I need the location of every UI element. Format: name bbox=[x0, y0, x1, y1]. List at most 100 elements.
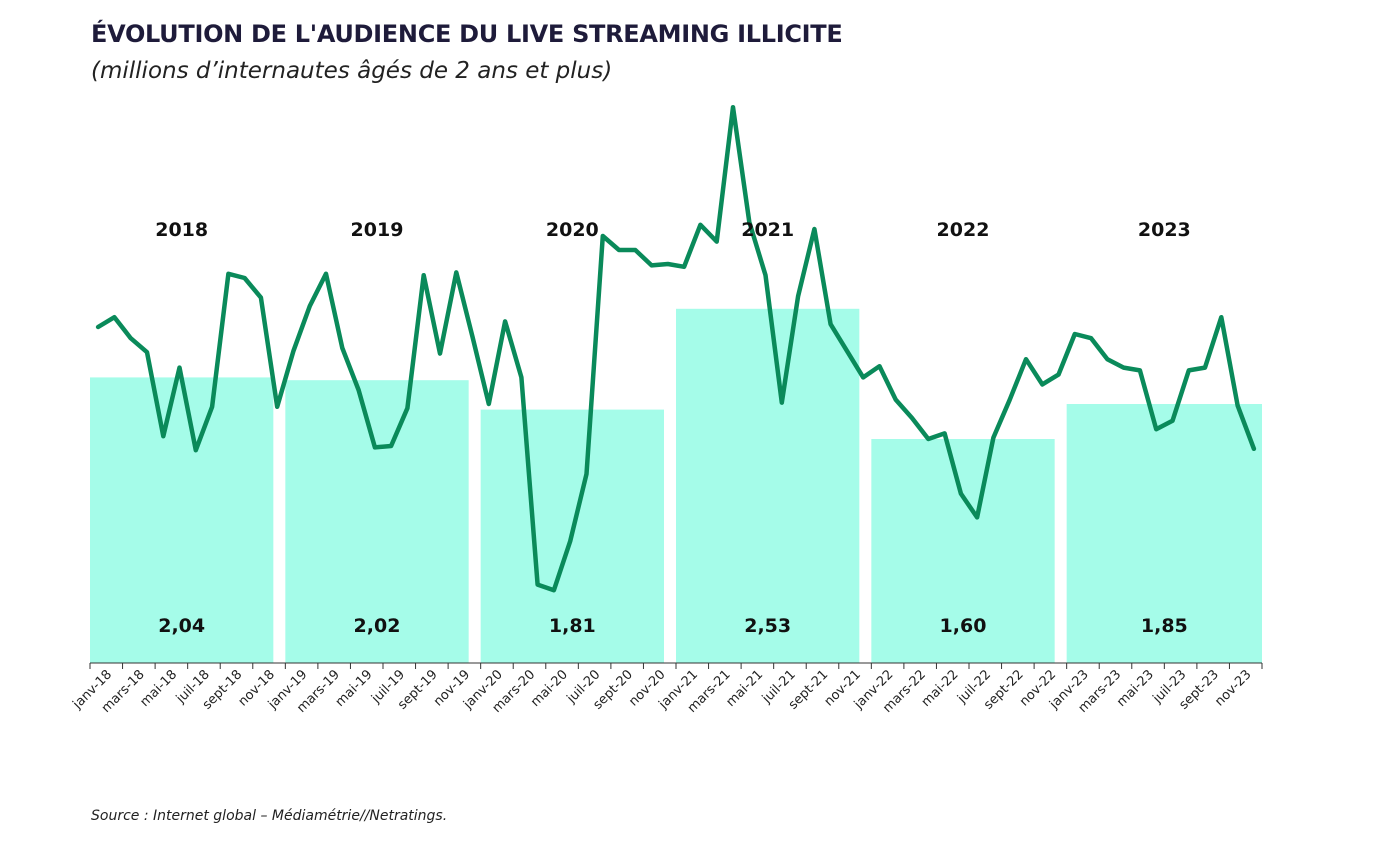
data-point-21 bbox=[438, 352, 442, 356]
bar-2021 bbox=[676, 308, 860, 663]
monthly-line-layer bbox=[95, 104, 1257, 593]
data-point-63 bbox=[1122, 366, 1126, 370]
data-point-30 bbox=[584, 472, 588, 476]
data-point-60 bbox=[1073, 332, 1077, 336]
data-point-16 bbox=[357, 388, 361, 392]
data-point-12 bbox=[291, 349, 295, 353]
data-point-4 bbox=[161, 434, 165, 438]
data-point-22 bbox=[454, 270, 458, 274]
data-point-42 bbox=[780, 401, 784, 405]
data-point-19 bbox=[405, 406, 409, 410]
data-point-48 bbox=[877, 364, 881, 368]
data-point-26 bbox=[519, 375, 523, 379]
data-point-58 bbox=[1040, 382, 1044, 386]
data-point-68 bbox=[1203, 366, 1207, 370]
data-point-65 bbox=[1154, 427, 1158, 431]
data-point-23 bbox=[471, 335, 475, 339]
bar-2023 bbox=[1066, 404, 1262, 663]
data-point-67 bbox=[1187, 368, 1191, 372]
data-point-50 bbox=[910, 416, 914, 420]
data-point-47 bbox=[861, 375, 865, 379]
data-point-20 bbox=[422, 273, 426, 277]
data-point-41 bbox=[764, 273, 768, 277]
data-point-40 bbox=[747, 220, 751, 224]
data-point-44 bbox=[812, 227, 816, 231]
data-point-11 bbox=[275, 405, 279, 409]
year-label-2023: 2023 bbox=[1138, 219, 1191, 241]
monthly-audience-line bbox=[95, 104, 1257, 593]
x-tick-labels: janv-18mars-18mai-18juil-18sept-18nov-18… bbox=[70, 667, 1255, 716]
data-point-0 bbox=[96, 325, 100, 329]
data-point-64 bbox=[1138, 368, 1142, 372]
data-point-71 bbox=[1252, 447, 1256, 451]
data-point-53 bbox=[959, 492, 963, 496]
data-point-52 bbox=[943, 431, 947, 435]
year-labels: 2018 2019 2020 2021 2022 2023 bbox=[155, 219, 1191, 241]
year-label-2022: 2022 bbox=[937, 219, 990, 241]
data-point-34 bbox=[650, 263, 654, 267]
data-point-7 bbox=[210, 405, 214, 409]
data-point-33 bbox=[633, 248, 637, 252]
average-label-2019: 2,02 bbox=[354, 615, 401, 637]
data-point-32 bbox=[617, 248, 621, 252]
data-point-46 bbox=[845, 349, 849, 353]
data-point-17 bbox=[373, 445, 377, 449]
year-label-2018: 2018 bbox=[155, 219, 208, 241]
data-point-25 bbox=[503, 319, 507, 323]
data-point-8 bbox=[226, 272, 230, 276]
average-label-2023: 1,85 bbox=[1141, 615, 1188, 637]
year-label-2020: 2020 bbox=[546, 219, 599, 241]
source-note: Source : Internet global – Médiamétrie//… bbox=[91, 808, 448, 824]
chart-subtitle: (millions d’internautes âgés de 2 ans et… bbox=[91, 58, 613, 84]
data-point-51 bbox=[926, 437, 930, 441]
data-point-61 bbox=[1089, 336, 1093, 340]
data-point-27 bbox=[536, 583, 540, 587]
data-point-69 bbox=[1219, 315, 1223, 319]
tick-label-nov-23: nov-23 bbox=[1212, 667, 1254, 709]
data-point-49 bbox=[894, 398, 898, 402]
year-label-2021: 2021 bbox=[741, 219, 794, 241]
data-point-29 bbox=[568, 539, 572, 543]
x-axis bbox=[89, 662, 1263, 669]
data-point-31 bbox=[601, 234, 605, 238]
tick-label-mai-20: mai-20 bbox=[528, 667, 571, 710]
data-point-28 bbox=[552, 588, 556, 592]
data-point-24 bbox=[487, 402, 491, 406]
data-point-45 bbox=[829, 322, 833, 326]
chart-title: ÉVOLUTION DE L'AUDIENCE DU LIVE STREAMIN… bbox=[91, 20, 843, 48]
chart-area: 2018 2019 2020 2021 2022 2023 2,04 2,02 1,81 2,5… bbox=[70, 104, 1263, 716]
tick-label-mai-21: mai-21 bbox=[723, 667, 766, 710]
bar-2019 bbox=[285, 380, 469, 663]
annual-bars bbox=[90, 308, 1262, 663]
data-point-55 bbox=[991, 436, 995, 440]
data-point-62 bbox=[1105, 357, 1109, 361]
year-label-2019: 2019 bbox=[351, 219, 404, 241]
data-point-5 bbox=[178, 366, 182, 370]
data-point-15 bbox=[340, 346, 344, 350]
data-point-54 bbox=[975, 515, 979, 519]
data-point-36 bbox=[682, 265, 686, 269]
data-point-66 bbox=[1170, 419, 1174, 423]
data-point-70 bbox=[1236, 403, 1240, 407]
data-point-59 bbox=[1057, 373, 1061, 377]
data-point-10 bbox=[259, 296, 263, 300]
average-label-2022: 1,60 bbox=[940, 615, 987, 637]
data-point-2 bbox=[129, 336, 133, 340]
average-label-2021: 2,53 bbox=[744, 615, 791, 637]
data-point-56 bbox=[1008, 398, 1012, 402]
data-point-6 bbox=[194, 448, 198, 452]
average-labels: 2,04 2,02 1,81 2,53 1,60 1,85 bbox=[158, 615, 1188, 637]
average-label-2018: 2,04 bbox=[158, 615, 205, 637]
data-point-39 bbox=[731, 105, 735, 109]
average-label-2020: 1,81 bbox=[549, 615, 596, 637]
data-point-57 bbox=[1024, 357, 1028, 361]
tick-label-mai-19: mai-19 bbox=[333, 667, 376, 710]
data-point-9 bbox=[243, 276, 247, 280]
data-point-35 bbox=[666, 262, 670, 266]
data-point-1 bbox=[112, 315, 116, 319]
data-point-38 bbox=[715, 240, 719, 244]
data-point-14 bbox=[324, 272, 328, 276]
data-point-13 bbox=[308, 304, 312, 308]
data-point-3 bbox=[145, 350, 149, 354]
bar-2022 bbox=[871, 439, 1055, 663]
